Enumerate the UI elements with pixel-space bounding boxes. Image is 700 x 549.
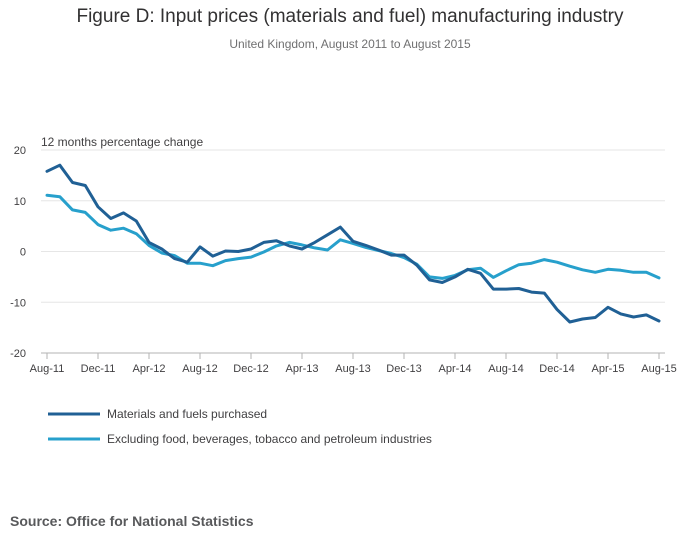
y-axis-label: 12 months percentage change (41, 135, 203, 149)
chart-title: Figure D: Input prices (materials and fu… (76, 6, 624, 27)
series-line-0 (45, 163, 661, 324)
x-tick-label: Apr-12 (132, 363, 165, 375)
x-tick-label: Dec-11 (81, 363, 116, 375)
legend-label: Excluding food, beverages, tobacco and p… (107, 432, 432, 446)
x-tick-label: Apr-13 (285, 363, 318, 375)
y-axis: 20 10 0 -10 -20 (10, 145, 26, 360)
x-tick-label: Aug-11 (30, 363, 65, 375)
gridlines (41, 149, 665, 303)
legend: Materials and fuels purchased Excluding f… (48, 407, 432, 446)
x-tick-label: Apr-14 (438, 363, 471, 375)
series-line-1 (45, 193, 661, 280)
y-tick-label: 20 (14, 145, 26, 157)
series-lines (45, 163, 661, 324)
legend-label: Materials and fuels purchased (107, 407, 267, 421)
x-axis: Aug-11 Dec-11 Apr-12 Aug-12 Dec-12 Apr-13 Aug-… (30, 352, 677, 375)
x-tick-label: Apr-15 (591, 363, 624, 375)
x-tick-label: Aug-15 (641, 363, 676, 375)
source-note: Source: Office for National Statistics (10, 513, 254, 529)
x-tick-label: Aug-13 (335, 363, 370, 375)
line-chart: Aug-11 Dec-11 Apr-12 Aug-12 Dec-12 Apr-13 Aug-… (10, 135, 677, 446)
y-tick-label: 0 (20, 247, 26, 259)
chart-subtitle: United Kingdom, August 2011 to August 20… (229, 37, 471, 51)
x-tick-label: Aug-14 (488, 363, 523, 375)
y-tick-label: -20 (10, 348, 26, 360)
y-tick-label: -10 (10, 297, 26, 309)
x-tick-label: Dec-13 (386, 363, 421, 375)
y-tick-label: 10 (14, 196, 26, 208)
x-tick-label: Aug-12 (182, 363, 217, 375)
x-tick-label: Dec-12 (233, 363, 268, 375)
x-tick-label: Dec-14 (539, 363, 574, 375)
